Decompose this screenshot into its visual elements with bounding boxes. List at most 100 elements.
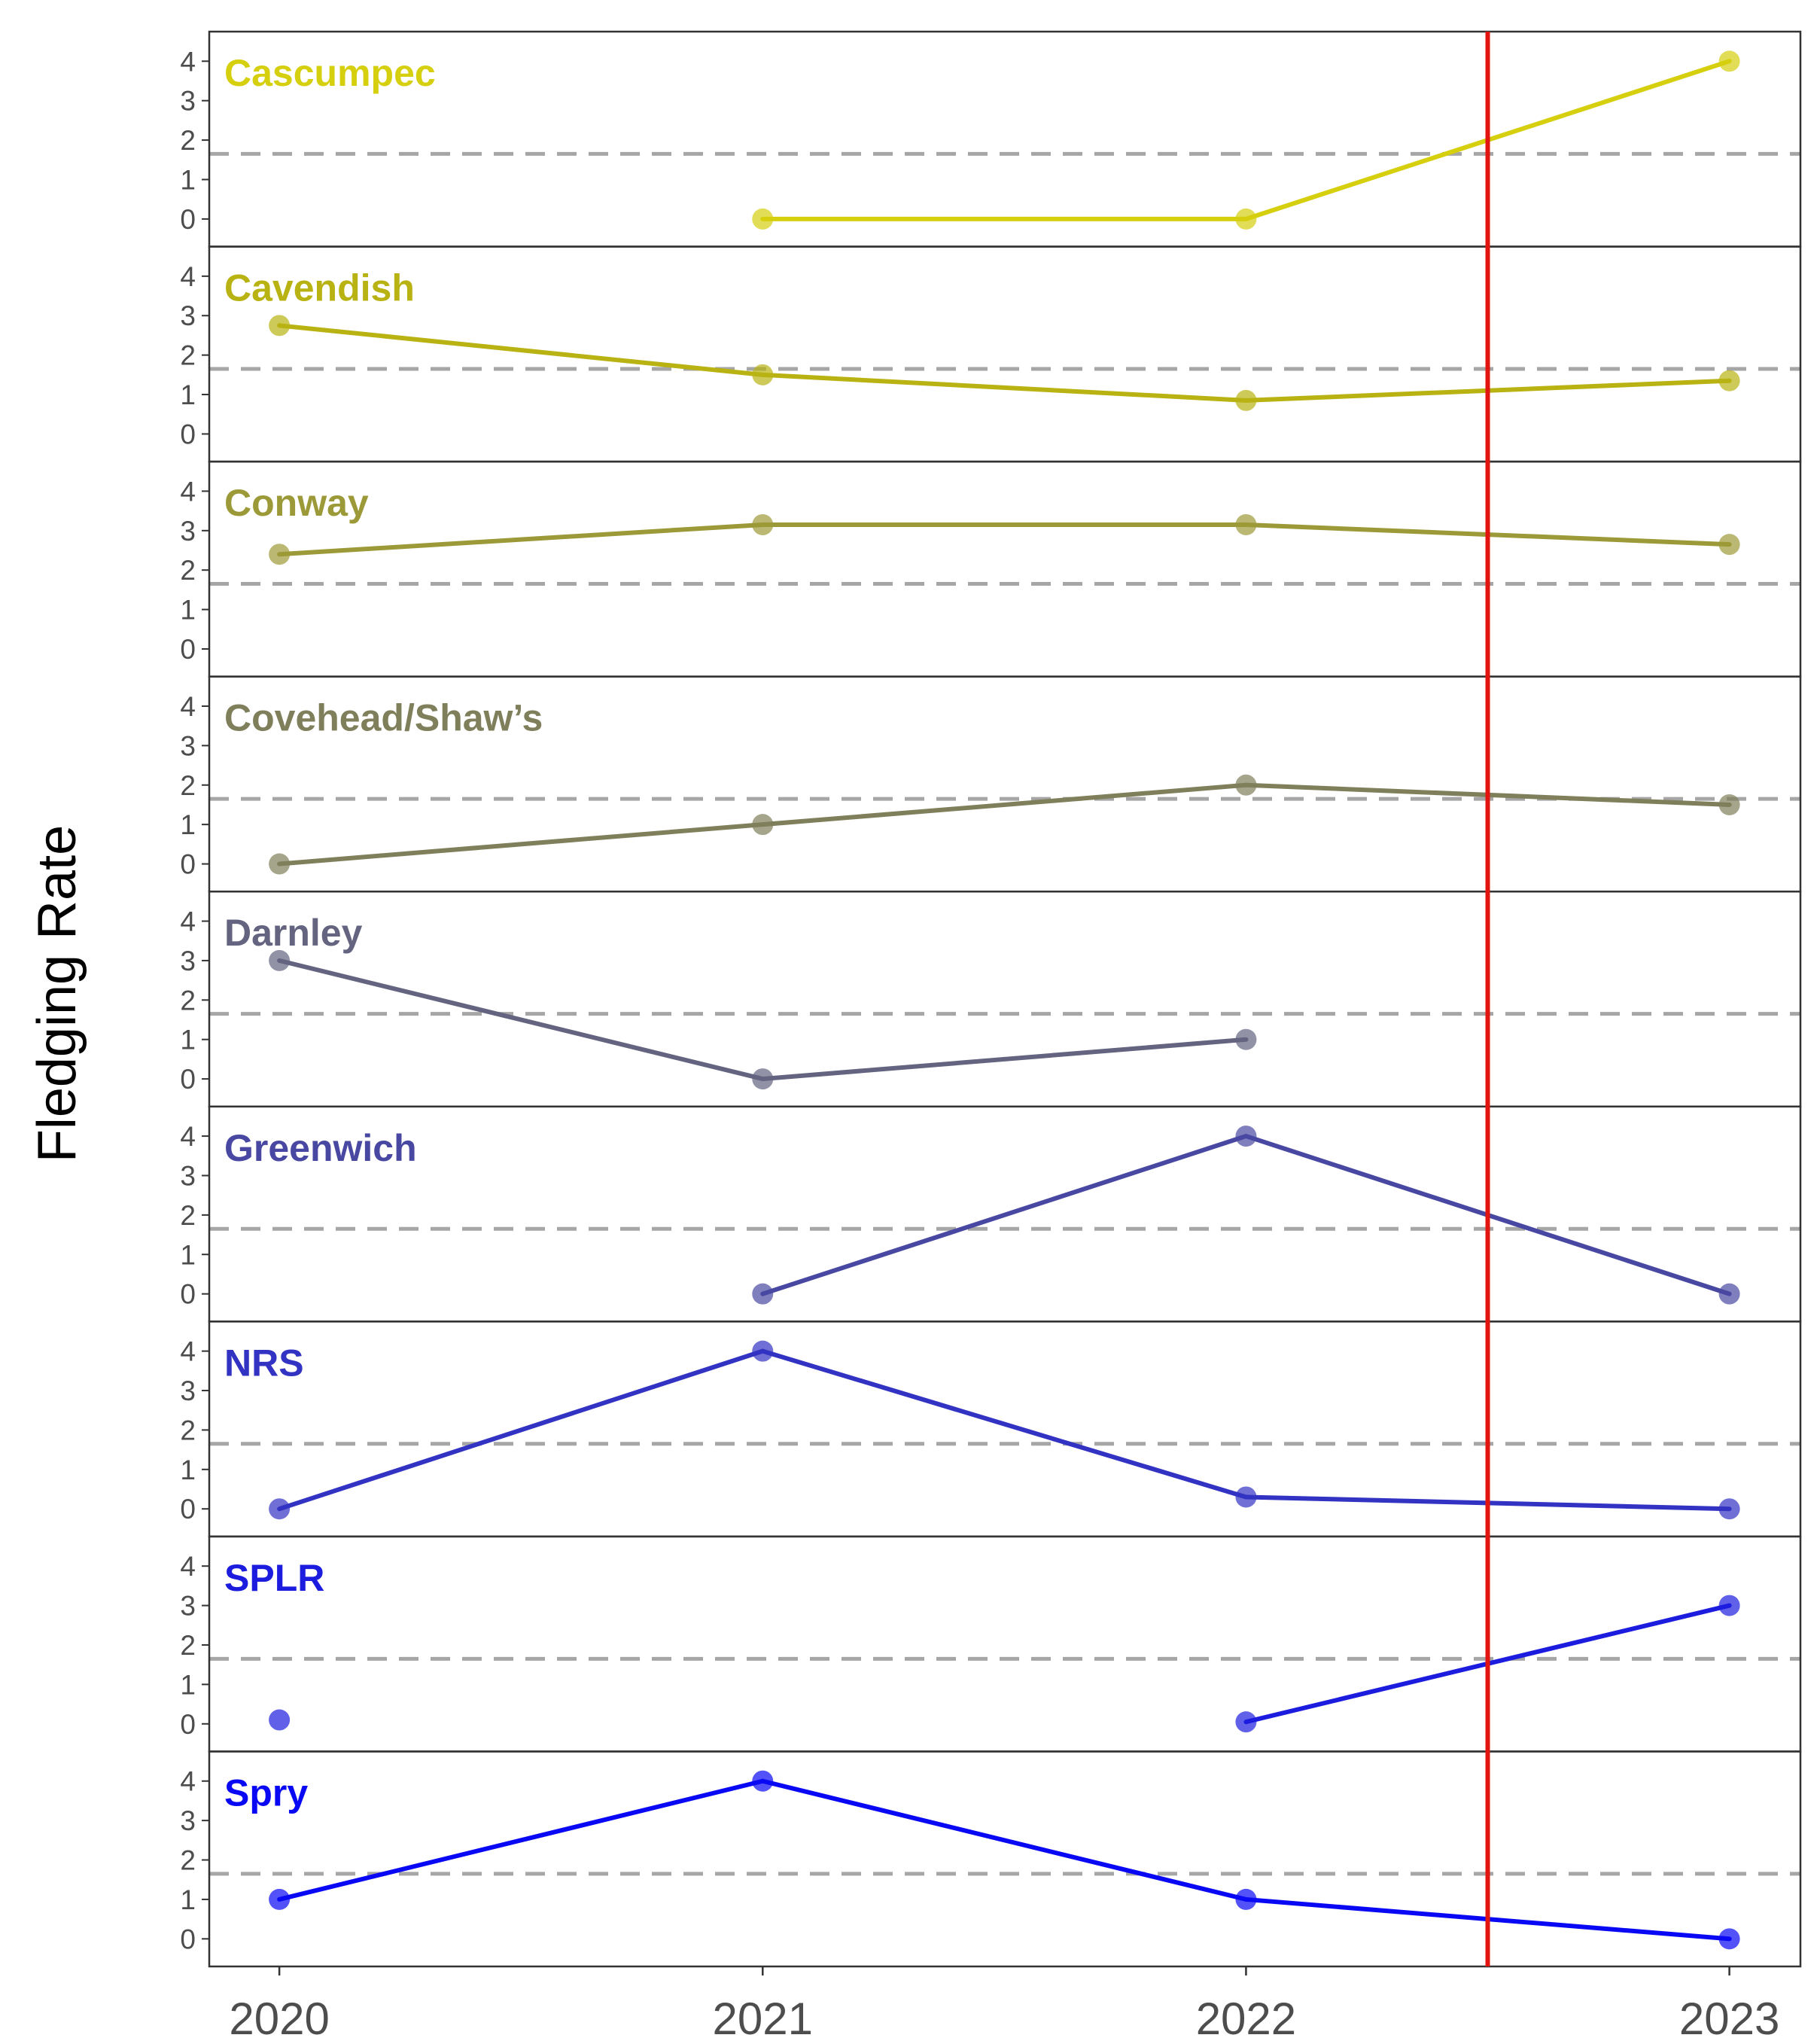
y-tick-label: 4 xyxy=(180,46,196,77)
facet-title: Darnley xyxy=(224,912,363,954)
y-tick-label: 1 xyxy=(180,1884,196,1915)
series-line-segment xyxy=(760,372,1249,403)
y-tick-label: 2 xyxy=(180,555,196,586)
series-line-segment xyxy=(760,1037,1249,1082)
data-point xyxy=(1235,774,1257,796)
facet-nrs: 0 1 2 3 4 NRS xyxy=(180,1321,1802,1538)
data-point xyxy=(752,513,774,535)
facet-covehead-shaw-s: 0 1 2 3 4 Covehead/Shaw’s xyxy=(180,675,1802,893)
y-tick-label: 1 xyxy=(180,595,196,626)
y-tick-label: 0 xyxy=(180,1279,196,1310)
y-tick-label: 4 xyxy=(180,476,196,507)
series-line-segment xyxy=(760,782,1249,827)
y-tick-label: 2 xyxy=(180,770,196,801)
facet-title: Conway xyxy=(224,482,369,524)
y-tick-label: 0 xyxy=(180,1924,196,1954)
series-line-segment xyxy=(277,522,765,557)
facet-title: Cascumpec xyxy=(224,52,436,94)
data-point xyxy=(1718,1595,1740,1616)
data-point xyxy=(752,814,774,836)
data-point xyxy=(1235,1028,1257,1050)
y-tick-label: 2 xyxy=(180,1845,196,1876)
y-tick-label: 4 xyxy=(180,1766,196,1797)
x-tick-label: 2021 xyxy=(713,1994,813,2044)
data-point xyxy=(269,853,291,875)
y-tick-label: 4 xyxy=(180,691,196,722)
y-tick-label: 1 xyxy=(180,1669,196,1700)
y-tick-label: 2 xyxy=(180,1200,196,1231)
data-point xyxy=(752,208,774,230)
y-tick-label: 1 xyxy=(180,1239,196,1270)
y-tick-label: 4 xyxy=(180,1336,196,1367)
x-axis: 2020 2021 2022 2023 xyxy=(229,1966,1779,2044)
data-point xyxy=(1235,389,1257,411)
facet-title: Greenwich xyxy=(224,1127,417,1169)
data-point xyxy=(752,1770,774,1792)
series-line-segment xyxy=(277,323,765,377)
y-tick-label: 0 xyxy=(180,1494,196,1525)
data-point xyxy=(269,949,291,971)
facet-splr: 0 1 2 3 4 SPLR xyxy=(180,1535,1802,1753)
x-tick-label: 2022 xyxy=(1196,1994,1296,2044)
data-point xyxy=(269,1709,291,1731)
y-tick-label: 4 xyxy=(180,1551,196,1582)
facet-title: Cavendish xyxy=(224,267,415,309)
y-tick-label: 3 xyxy=(180,300,196,331)
data-point xyxy=(752,364,774,385)
y-tick-label: 0 xyxy=(180,419,196,449)
data-point xyxy=(1235,1711,1257,1733)
data-point xyxy=(1718,50,1740,72)
y-tick-label: 0 xyxy=(180,849,196,880)
data-point xyxy=(269,1498,291,1520)
y-tick-label: 1 xyxy=(180,809,196,840)
y-tick-label: 1 xyxy=(180,164,196,195)
facet-title: SPLR xyxy=(224,1557,324,1599)
series-line-segment xyxy=(277,822,765,867)
y-axis-title: Fledging Rate xyxy=(27,825,87,1162)
facet-cascumpec: 0 1 2 3 4 Cascumpec xyxy=(180,30,1802,248)
facet-cavendish: 0 1 2 3 4 Cavendish xyxy=(180,245,1802,463)
y-tick-label: 1 xyxy=(180,1455,196,1485)
y-tick-label: 3 xyxy=(180,1591,196,1622)
y-tick-label: 3 xyxy=(180,86,196,117)
data-point xyxy=(752,1283,774,1305)
y-tick-label: 3 xyxy=(180,516,196,547)
data-point xyxy=(1718,534,1740,556)
data-point xyxy=(1718,1283,1740,1305)
data-point xyxy=(269,1888,291,1910)
data-point xyxy=(1718,794,1740,815)
y-tick-label: 0 xyxy=(180,634,196,665)
y-tick-label: 0 xyxy=(180,204,196,235)
data-point xyxy=(1718,370,1740,391)
facet-darnley: 0 1 2 3 4 Darnley xyxy=(180,890,1802,1108)
y-tick-label: 3 xyxy=(180,730,196,761)
x-tick-label: 2023 xyxy=(1679,1994,1779,2044)
y-tick-label: 3 xyxy=(180,1375,196,1406)
y-tick-label: 0 xyxy=(180,1064,196,1095)
y-tick-label: 1 xyxy=(180,1025,196,1056)
y-tick-label: 2 xyxy=(180,985,196,1016)
y-tick-label: 4 xyxy=(180,1121,196,1152)
panel-border xyxy=(208,890,1802,1108)
y-tick-label: 3 xyxy=(180,1160,196,1191)
facet-conway: 0 1 2 3 4 Conway xyxy=(180,460,1802,678)
series-line-segment xyxy=(277,1778,765,1902)
data-point xyxy=(1718,1928,1740,1950)
panel-border xyxy=(208,245,1802,463)
facet-greenwich: 0 1 2 3 4 Greenwich xyxy=(180,1105,1802,1323)
data-point xyxy=(1235,1126,1257,1147)
series-line-segment xyxy=(760,1348,1249,1500)
series-line-segment xyxy=(277,1348,765,1512)
y-tick-label: 2 xyxy=(180,1630,196,1661)
data-point xyxy=(1235,513,1257,535)
data-point xyxy=(1235,208,1257,230)
y-tick-label: 4 xyxy=(180,906,196,937)
y-tick-label: 1 xyxy=(180,379,196,410)
data-point xyxy=(752,1340,774,1362)
series-line-segment xyxy=(277,958,765,1082)
data-point xyxy=(1718,1498,1740,1520)
x-tick-label: 2020 xyxy=(229,1994,329,2044)
data-point xyxy=(1235,1888,1257,1910)
data-point xyxy=(269,315,291,337)
